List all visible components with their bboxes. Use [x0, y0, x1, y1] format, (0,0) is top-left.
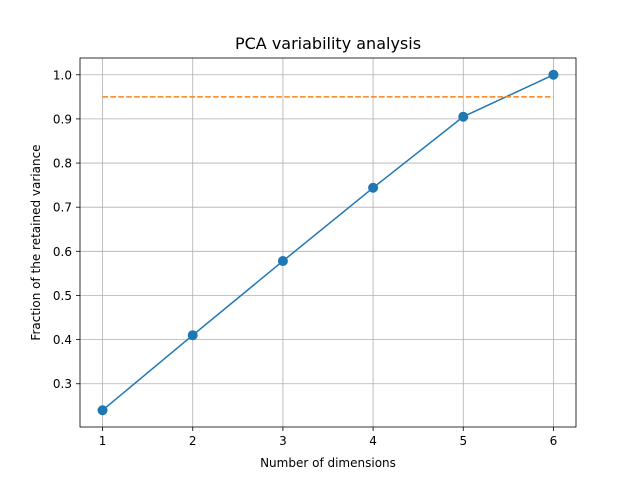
series-layer [97, 69, 559, 416]
chart-title: PCA variability analysis [235, 34, 421, 53]
data-point [548, 69, 559, 80]
series-line [102, 74, 554, 411]
grid-lines [80, 58, 576, 427]
y-tick-label: 0.9 [53, 112, 72, 126]
y-tick-label: 0.8 [53, 157, 72, 171]
data-point [368, 182, 379, 193]
y-axis-label: Fraction of the retained variance [29, 144, 43, 340]
y-tick-label: 0.3 [53, 377, 72, 391]
x-tick-label: 4 [369, 434, 377, 448]
axes-frame [79, 57, 577, 428]
x-tick-label: 3 [279, 434, 287, 448]
data-point [97, 405, 108, 416]
data-point [187, 330, 198, 341]
data-point [277, 256, 288, 267]
x-tick-label: 2 [189, 434, 197, 448]
y-tick-label: 0.7 [53, 201, 72, 215]
x-tick-label: 6 [550, 434, 558, 448]
y-tick-label: 0.4 [53, 333, 72, 347]
y-tick-label: 1.0 [53, 68, 72, 82]
data-point [458, 111, 469, 122]
x-tick-label: 1 [99, 434, 107, 448]
x-tick-label: 5 [459, 434, 467, 448]
x-axis-label: Number of dimensions [260, 456, 396, 470]
y-tick-label: 0.5 [53, 289, 72, 303]
axis-ticks: 1 2 3 4 5 6 0.3 0.4 0.5 0.6 0.7 0.8 0.9 1.0 [53, 68, 557, 448]
y-tick-label: 0.6 [53, 245, 72, 259]
